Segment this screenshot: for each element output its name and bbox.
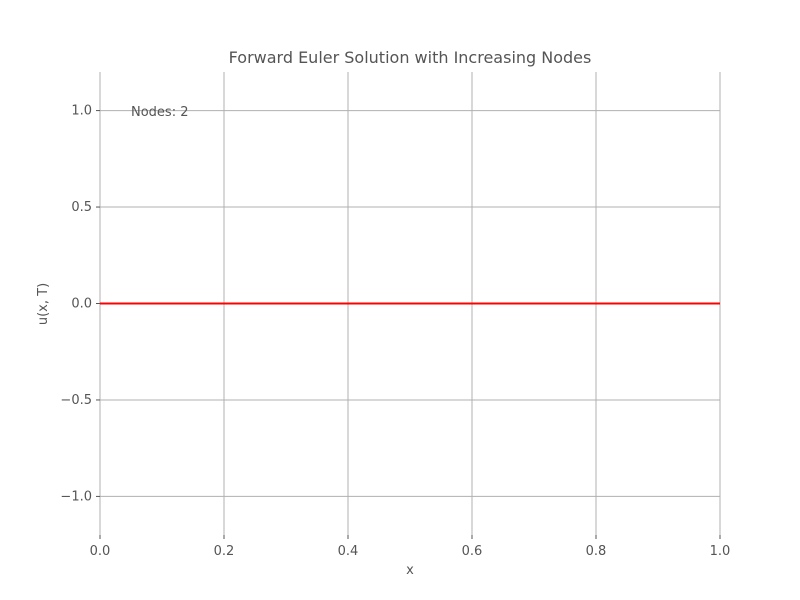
x-axis-label: x bbox=[406, 563, 414, 578]
x-tick-label: 0.0 bbox=[90, 544, 111, 559]
y-tick-label: 0.5 bbox=[71, 200, 92, 215]
x-tick-label: 0.4 bbox=[338, 544, 359, 559]
chart-title: Forward Euler Solution with Increasing N… bbox=[229, 48, 592, 67]
x-tick-label: 0.8 bbox=[586, 544, 607, 559]
x-tick-label: 1.0 bbox=[710, 544, 731, 559]
x-tick-label: 0.6 bbox=[462, 544, 483, 559]
nodes-annotation: Nodes: 2 bbox=[131, 105, 188, 120]
y-tick-label: −1.0 bbox=[60, 489, 92, 504]
ticks: 0.0 0.2 0.4 0.6 0.8 1.0 −1.0 −0.5 0.0 0.5 1.0 bbox=[60, 104, 730, 559]
y-tick-label: 0.0 bbox=[71, 297, 92, 312]
x-tick-label: 0.2 bbox=[214, 544, 235, 559]
y-axis-label: u(x, T) bbox=[36, 283, 51, 325]
y-tick-label: 1.0 bbox=[71, 104, 92, 119]
y-tick-label: −0.5 bbox=[60, 393, 92, 408]
